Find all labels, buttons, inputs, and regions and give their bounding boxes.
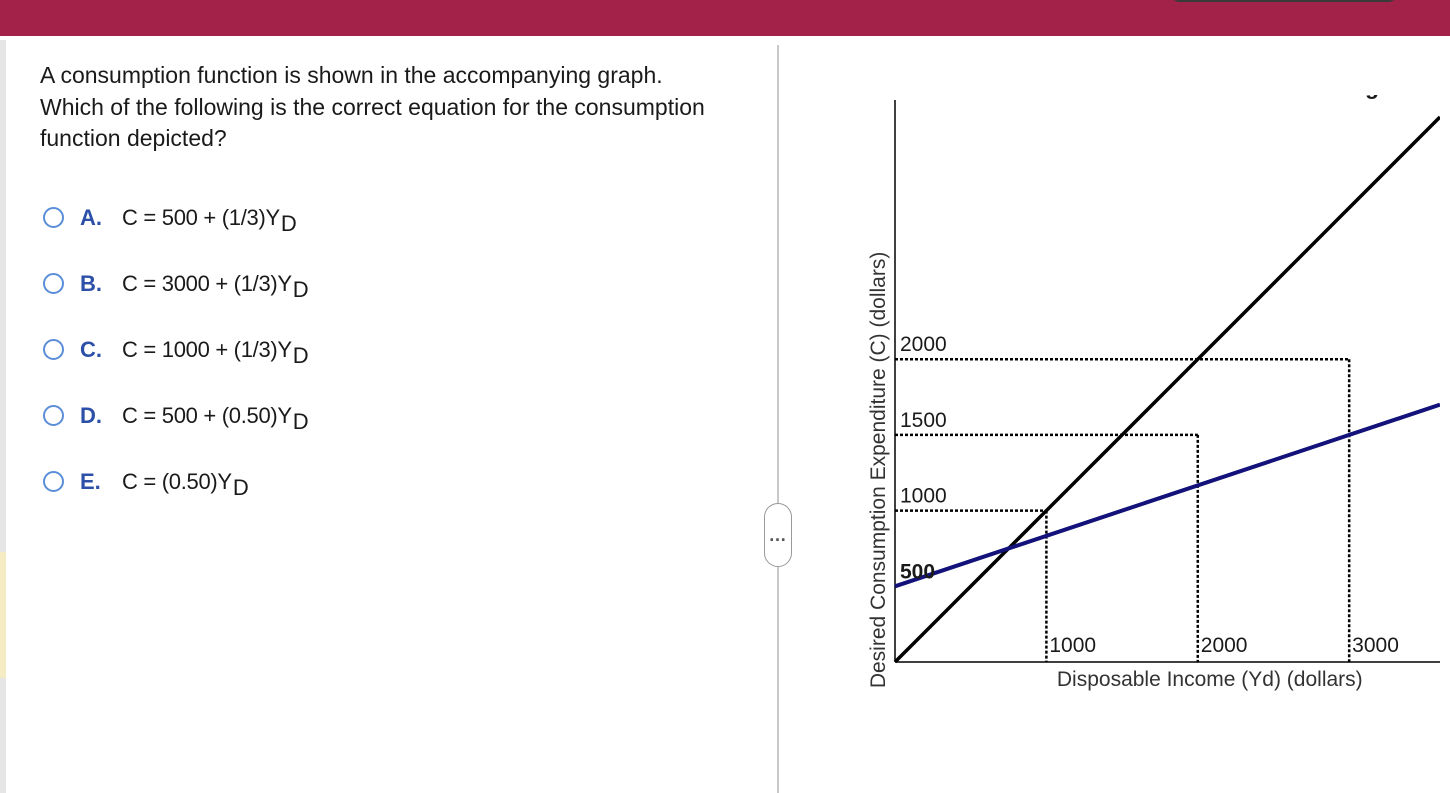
answer-options: A. C = 500 + (1/3)YD B. C = 3000 + (1/3)… [40, 200, 309, 530]
left-margin [0, 40, 6, 793]
equation-text: C = 500 + (1/3)Y [122, 205, 280, 230]
consumption-chart: 500 1000 1500 2000 1000 2000 3000 Disposable In… [867, 95, 1440, 691]
option-letter: D. [80, 403, 102, 428]
option-e[interactable]: E. C = (0.50)YD [40, 464, 308, 530]
chart-labels: 500 1000 1500 2000 1000 2000 3000 Disposable In… [867, 95, 1414, 691]
equation-subscript: D [292, 343, 309, 368]
panel-divider [777, 45, 779, 793]
option-letter: E. [80, 469, 101, 494]
y-tick-label: 2000 [900, 333, 947, 356]
chart-series [893, 115, 1440, 664]
equation-text: C = 3000 + (1/3)Y [122, 271, 292, 296]
question-text: A consumption function is shown in the a… [40, 62, 705, 151]
radio-button-a[interactable] [43, 207, 64, 228]
equation-subscript: D [292, 409, 309, 434]
y-tick-label: 500 [900, 560, 935, 583]
option-d[interactable]: D. C = 500 + (0.50)YD [40, 398, 309, 464]
equation-subscript: D [292, 277, 309, 302]
expand-panel-button[interactable]: … [764, 503, 792, 567]
option-equation: C = 500 + (0.50)YD [122, 398, 309, 434]
radio-button-b[interactable] [43, 273, 64, 294]
forty-five-degree-line [893, 115, 1440, 664]
equation-text: C = 500 + (0.50)Y [122, 403, 292, 428]
option-equation: C = 1000 + (1/3)YD [122, 332, 309, 368]
option-letter: B. [80, 271, 102, 296]
radio-button-d[interactable] [43, 405, 64, 426]
equation-text: C = 1000 + (1/3)Y [122, 337, 292, 362]
consumption-function-line [894, 402, 1440, 589]
option-equation: C = 500 + (1/3)YD [122, 200, 297, 236]
y-axis-label: Desired Consumption Expenditure (C) (dol… [867, 252, 890, 689]
option-equation: C = 3000 + (1/3)YD [122, 266, 309, 302]
x-axis-label: Disposable Income (Yd) (dollars) [1057, 668, 1363, 691]
radio-button-c[interactable] [43, 339, 64, 360]
x-tick-label: 1000 [1049, 634, 1096, 657]
option-a[interactable]: A. C = 500 + (1/3)YD [40, 200, 308, 266]
y-tick-label: 1500 [900, 409, 947, 432]
option-equation: C = (0.50)YD [122, 464, 249, 500]
top-bar-button[interactable] [1170, 0, 1398, 2]
equation-subscript: D [280, 211, 297, 236]
radio-button-e[interactable] [43, 471, 64, 492]
equation-subscript: D [232, 475, 249, 500]
option-c[interactable]: C. C = 1000 + (1/3)YD [40, 332, 309, 398]
forty-five-degree-label: 45 degree [1306, 95, 1413, 99]
option-letter: A. [80, 205, 102, 230]
x-tick-label: 2000 [1201, 634, 1248, 657]
option-b[interactable]: B. C = 3000 + (1/3)YD [40, 266, 309, 332]
highlight-strip [0, 552, 6, 678]
option-letter: C. [80, 337, 102, 362]
chart-axes [894, 100, 1440, 663]
x-tick-label: 3000 [1352, 634, 1399, 657]
equation-text: C = (0.50)Y [122, 469, 232, 494]
y-tick-label: 1000 [900, 485, 947, 508]
top-bar [0, 0, 1450, 36]
